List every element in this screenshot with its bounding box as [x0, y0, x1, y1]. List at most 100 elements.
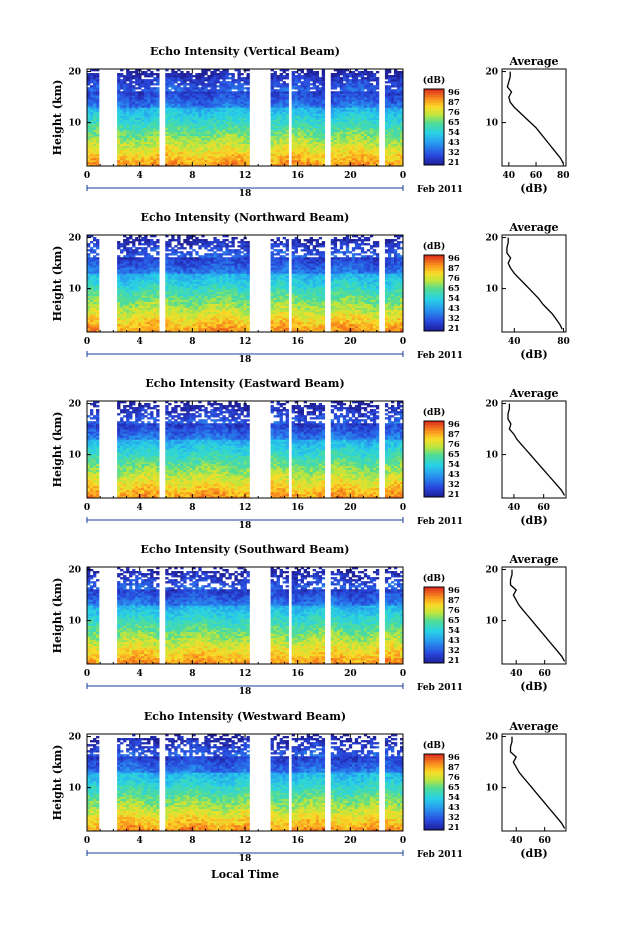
- average-x-tick-label: 60: [537, 503, 550, 513]
- colorbar-tick-label: 65: [448, 450, 460, 460]
- date-month-label: Feb 2011: [417, 850, 463, 860]
- x-tick-label: 12: [239, 836, 252, 846]
- date-day-label: 18: [239, 854, 252, 864]
- average-y-tick-label: 20: [485, 566, 498, 576]
- heatmap-cells: [87, 567, 403, 664]
- colorbar-tick-label: 21: [448, 158, 460, 168]
- x-tick-label: 16: [291, 836, 304, 846]
- average-y-tick-label: 10: [485, 119, 498, 129]
- y-tick-label: 20: [68, 400, 81, 410]
- colorbar-tick-label: 43: [448, 470, 460, 480]
- y-tick-label: 10: [68, 784, 81, 794]
- average-x-tick-label: 60: [538, 836, 551, 846]
- y-axis-label: Height (km): [51, 578, 64, 654]
- panel-4: Echo Intensity (Westward Beam) 0 4 8 12 16 20 0…: [51, 710, 566, 864]
- colorbar-tick-label: 65: [448, 118, 460, 128]
- colorbar-tick-label: 21: [448, 823, 460, 833]
- colorbar-tick-label: 96: [448, 753, 460, 763]
- date-day-label: 18: [239, 355, 252, 365]
- average-y-tick-label: 10: [485, 285, 498, 295]
- average-y-tick-label: 20: [485, 733, 498, 743]
- x-tick-label: 16: [291, 503, 304, 513]
- date-day-label: 18: [239, 189, 252, 199]
- x-tick-label: 4: [137, 836, 143, 846]
- x-tick-label: 0: [400, 836, 406, 846]
- colorbar-tick-label: 43: [448, 636, 460, 646]
- colorbar-tick-label: 32: [448, 646, 460, 656]
- colorbar-tick-label: 43: [448, 304, 460, 314]
- average-x-tick-label: 40: [508, 503, 521, 513]
- colorbar-unit: (dB): [423, 241, 445, 252]
- y-axis-label: Height (km): [51, 412, 64, 488]
- colorbar-unit: (dB): [423, 75, 445, 86]
- x-tick-label: 16: [291, 171, 304, 181]
- colorbar-tick-label: 21: [448, 324, 460, 334]
- x-tick-label: 0: [84, 171, 90, 181]
- x-tick-label: 8: [189, 669, 195, 679]
- colorbar-tick-label: 87: [448, 430, 460, 440]
- colorbar-tick-label: 65: [448, 284, 460, 294]
- x-tick-label: 0: [84, 836, 90, 846]
- colorbar-tick-label: 43: [448, 803, 460, 813]
- average-profile-line: [507, 72, 563, 164]
- x-tick-label: 20: [344, 669, 357, 679]
- colorbar-tick-label: 54: [448, 626, 460, 636]
- average-x-tick-label: 40: [503, 171, 516, 181]
- average-x-tick-label: 40: [510, 836, 523, 846]
- y-tick-label: 10: [68, 119, 81, 129]
- date-day-label: 18: [239, 687, 252, 697]
- x-tick-label: 4: [137, 171, 143, 181]
- y-tick-label: 10: [68, 451, 81, 461]
- heatmap-cells: [87, 69, 403, 166]
- average-x-label: (dB): [520, 348, 547, 361]
- x-tick-label: 0: [84, 503, 90, 513]
- colorbar: [424, 421, 444, 497]
- x-tick-label: 20: [344, 836, 357, 846]
- heatmap-cells: [87, 401, 403, 498]
- x-tick-label: 0: [400, 669, 406, 679]
- average-x-label: (dB): [520, 847, 547, 860]
- y-tick-label: 20: [68, 234, 81, 244]
- colorbar-unit: (dB): [423, 740, 445, 751]
- average-title: Average: [508, 55, 558, 68]
- panel-title: Echo Intensity (Northward Beam): [141, 211, 350, 224]
- heatmap-cells: [87, 734, 403, 831]
- average-frame: [502, 69, 566, 166]
- colorbar-tick-label: 96: [448, 88, 460, 98]
- average-frame: [502, 235, 566, 332]
- average-title: Average: [508, 553, 558, 566]
- x-tick-label: 4: [137, 337, 143, 347]
- date-month-label: Feb 2011: [417, 517, 463, 527]
- average-x-tick-label: 60: [538, 669, 551, 679]
- colorbar-tick-label: 21: [448, 656, 460, 666]
- average-title: Average: [508, 387, 558, 400]
- colorbar: [424, 255, 444, 331]
- colorbar-unit: (dB): [423, 407, 445, 418]
- colorbar-tick-label: 32: [448, 813, 460, 823]
- panel-title: Echo Intensity (Eastward Beam): [145, 377, 344, 390]
- x-tick-label: 16: [291, 669, 304, 679]
- x-tick-label: 20: [344, 171, 357, 181]
- average-x-tick-label: 80: [557, 171, 570, 181]
- panel-title: Echo Intensity (Westward Beam): [144, 710, 346, 723]
- colorbar-tick-label: 54: [448, 294, 460, 304]
- colorbar-tick-label: 96: [448, 254, 460, 264]
- x-tick-label: 8: [189, 836, 195, 846]
- colorbar: [424, 587, 444, 663]
- y-tick-label: 20: [68, 68, 81, 78]
- colorbar-unit: (dB): [423, 573, 445, 584]
- colorbar-tick-label: 87: [448, 596, 460, 606]
- average-y-tick-label: 20: [485, 68, 498, 78]
- x-tick-label: 8: [189, 337, 195, 347]
- x-tick-label: 4: [137, 669, 143, 679]
- average-x-label: (dB): [520, 182, 547, 195]
- x-tick-label: 12: [239, 171, 252, 181]
- average-y-tick-label: 20: [485, 400, 498, 410]
- date-month-label: Feb 2011: [417, 683, 463, 693]
- x-axis-label: Local Time: [211, 868, 279, 881]
- y-tick-label: 10: [68, 617, 81, 627]
